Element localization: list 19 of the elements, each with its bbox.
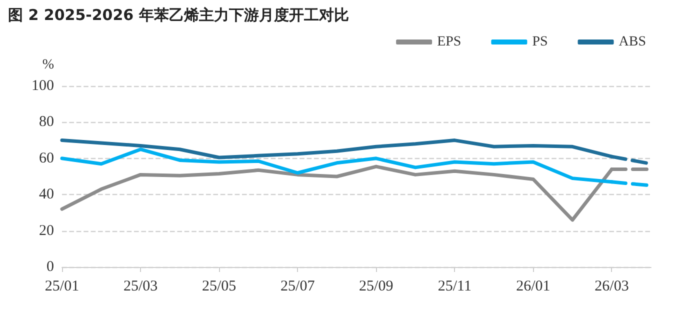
x-tick-label: 26/01 (516, 278, 550, 294)
legend-label: PS (532, 34, 548, 50)
x-tick-label: 25/11 (438, 278, 472, 294)
x-tick-label: 25/01 (44, 278, 80, 294)
y-tick-label: 40 (39, 186, 54, 203)
y-tick-label: 0 (46, 259, 54, 275)
x-tick-label: 25/03 (123, 278, 158, 294)
y-tick-label: 80 (39, 114, 54, 130)
x-tick-label: 25/05 (202, 278, 236, 294)
x-tick-label: 25/09 (359, 278, 394, 294)
legend-label: EPS (437, 34, 462, 50)
y-tick-label: 20 (39, 222, 54, 239)
y-tick-label: 60 (39, 150, 54, 166)
legend-label: ABS (618, 34, 646, 50)
x-tick-label: 25/07 (280, 278, 316, 294)
y-axis-title: % (42, 58, 54, 72)
x-tick-label: 26/03 (594, 278, 629, 294)
y-tick-label: 100 (32, 78, 54, 94)
chart-title: 图 2 2025-2026 年苯乙烯主力下游月度开工对比 (8, 6, 349, 25)
